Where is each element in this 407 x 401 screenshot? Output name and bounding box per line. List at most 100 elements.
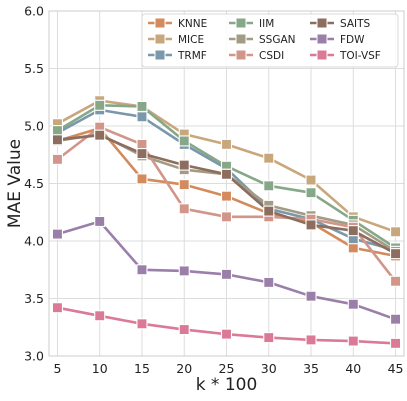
y-axis-label: MAE Value <box>5 139 25 228</box>
data-point-fdw <box>263 276 275 288</box>
data-point-csdi <box>389 275 402 287</box>
x-tick-label: 25 <box>219 361 235 376</box>
legend-marker <box>235 17 247 29</box>
legend-label: SAITS <box>340 18 371 30</box>
series-layer <box>51 95 402 349</box>
data-point-saits <box>263 205 275 217</box>
data-point-toi-vsf <box>136 318 148 330</box>
data-point-saits <box>389 248 402 260</box>
data-point-mice <box>305 174 317 186</box>
data-point-knne <box>347 242 359 254</box>
y-tick-label: 3.5 <box>24 291 44 306</box>
legend-marker <box>154 17 166 29</box>
data-point-iim <box>51 125 64 137</box>
x-tick-label: 15 <box>134 361 150 376</box>
data-point-csdi <box>136 138 148 150</box>
data-point-fdw <box>94 215 106 227</box>
data-point-toi-vsf <box>94 310 106 322</box>
x-tick-label: 35 <box>303 361 319 376</box>
x-axis-label: k * 100 <box>196 375 258 395</box>
legend-item-ssgan: SSGAN <box>229 33 296 46</box>
plot-border <box>48 10 405 357</box>
data-point-fdw <box>305 290 317 302</box>
series-toi-vsf <box>51 302 402 349</box>
data-point-fdw <box>178 265 190 277</box>
x-tick-label: 30 <box>261 361 277 376</box>
data-point-knne <box>136 173 148 185</box>
y-tick-label: 3.0 <box>24 349 44 364</box>
data-point-iim <box>94 99 106 111</box>
data-point-toi-vsf <box>178 323 190 336</box>
x-tick-label: 40 <box>345 361 361 376</box>
data-point-iim <box>178 135 190 147</box>
legend-label: TOI-VSF <box>339 50 381 62</box>
data-point-knne <box>178 179 190 191</box>
legend-marker <box>316 33 328 45</box>
legend-marker <box>316 17 328 29</box>
legend-item-saits: SAITS <box>310 17 371 30</box>
legend-label: KNNE <box>178 18 207 30</box>
legend-item-csdi: CSDI <box>229 49 284 62</box>
legend-item-trmf: TRMF <box>148 49 207 62</box>
data-point-toi-vsf <box>305 334 317 346</box>
y-tick-label: 5.0 <box>24 119 44 134</box>
data-point-fdw <box>389 313 402 325</box>
legend-marker <box>235 33 247 45</box>
data-point-fdw <box>136 264 148 276</box>
data-point-toi-vsf <box>220 328 233 340</box>
data-point-csdi <box>51 153 64 165</box>
legend-label: TRMF <box>177 50 207 62</box>
x-tick-label: 5 <box>53 361 61 376</box>
series-saits <box>51 129 402 260</box>
data-point-iim <box>263 180 275 192</box>
data-point-fdw <box>220 268 233 280</box>
data-point-fdw <box>347 298 359 310</box>
y-tick-label: 5.5 <box>24 61 44 76</box>
data-point-mice <box>220 138 233 150</box>
data-point-trmf <box>136 111 148 123</box>
data-point-saits <box>178 159 190 171</box>
legend-label: MICE <box>178 34 204 46</box>
legend-marker <box>154 33 166 45</box>
data-point-fdw <box>51 228 64 240</box>
legend-item-iim: IIM <box>229 17 274 30</box>
data-point-csdi <box>178 203 190 215</box>
legend-marker <box>316 49 328 61</box>
data-point-saits <box>94 129 106 141</box>
data-point-saits <box>136 148 148 160</box>
legend-label: SSGAN <box>259 34 296 46</box>
tick-labels: 3.0 3.5 4.0 4.5 5.0 5.5 6.0 5 10 15 20 25 30 35 40 45 <box>24 4 403 377</box>
legend-label: FDW <box>340 34 365 46</box>
legend-marker <box>154 49 166 61</box>
legend-label: IIM <box>259 18 274 30</box>
series-fdw <box>51 215 402 325</box>
data-point-mice <box>389 226 402 238</box>
legend-label: CSDI <box>259 50 284 62</box>
data-point-toi-vsf <box>51 302 64 314</box>
data-point-saits <box>305 219 317 231</box>
legend-item-mice: MICE <box>148 33 204 46</box>
data-point-toi-vsf <box>263 332 275 344</box>
x-tick-label: 20 <box>176 361 192 376</box>
legend-item-knne: KNNE <box>148 17 207 30</box>
data-point-toi-vsf <box>389 337 402 349</box>
legend-item-toi-vsf: TOI-VSF <box>310 49 381 62</box>
data-point-mice <box>263 152 275 164</box>
data-point-saits <box>51 134 64 146</box>
y-tick-label: 4.0 <box>24 234 44 249</box>
x-tick-label: 10 <box>92 361 108 376</box>
legend-marker <box>235 49 247 61</box>
data-point-saits <box>347 225 359 237</box>
y-tick-label: 4.5 <box>24 176 44 191</box>
data-point-csdi <box>220 211 233 223</box>
data-point-knne <box>220 190 233 202</box>
data-point-saits <box>220 168 233 180</box>
legend-item-fdw: FDW <box>310 33 365 46</box>
x-tick-label: 45 <box>388 361 404 376</box>
legend: KNNE MICE TRMF IIM SSGAN CSDI SAITS FDW TOI-VSF <box>141 13 399 68</box>
data-point-iim <box>305 187 317 199</box>
data-point-toi-vsf <box>347 335 359 347</box>
y-tick-label: 6.0 <box>24 4 44 19</box>
data-point-iim <box>136 100 148 112</box>
